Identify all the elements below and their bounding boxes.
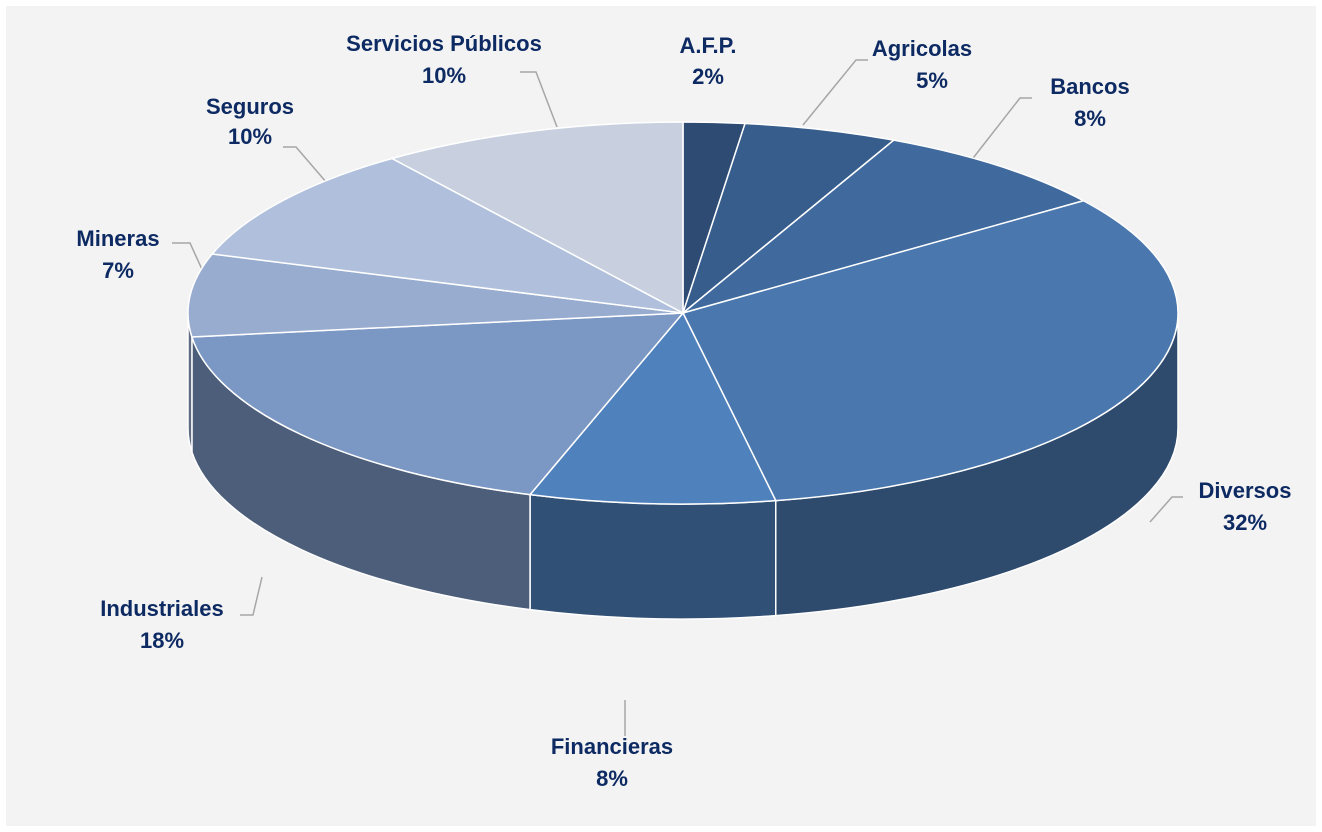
pie-slice (681, 122, 896, 316)
leader-line (969, 97, 1032, 163)
category-label: Diversos (1199, 478, 1292, 503)
category-label: Seguros (206, 94, 294, 119)
value-label: 8% (596, 766, 628, 791)
leader-line (802, 59, 868, 126)
value-label: 32% (1223, 510, 1267, 535)
pie-slice (682, 139, 1086, 314)
category-label: Financieras (551, 734, 673, 759)
value-label: 10% (228, 124, 272, 149)
leader-line (240, 576, 263, 616)
value-label: 2% (692, 64, 724, 89)
leader-line (1149, 496, 1183, 523)
value-label: 10% (422, 63, 466, 88)
leader-line (520, 71, 558, 128)
pie-slice (681, 199, 1179, 502)
category-label: Bancos (1050, 74, 1129, 99)
category-label: Agricolas (872, 36, 972, 61)
category-label: Industriales (100, 596, 223, 621)
category-label: Servicios Públicos (346, 31, 542, 56)
value-label: 5% (916, 68, 948, 93)
value-label: 18% (140, 628, 184, 653)
pie-tops (187, 121, 1179, 505)
pie-slice (210, 157, 684, 314)
value-label: 7% (102, 258, 134, 283)
value-label: 8% (1074, 106, 1106, 131)
data-labels: A.F.P. 2% Agricolas 5% Bancos 8% Diversos 32% Fi… (76, 31, 1291, 791)
pie-slice (190, 312, 685, 496)
pie-slice (390, 121, 684, 315)
pie-sides (187, 312, 1179, 620)
category-label: Mineras (76, 226, 159, 251)
leader-line (283, 146, 334, 191)
category-label: A.F.P. (679, 33, 736, 58)
pie-side (529, 493, 777, 620)
pie-slice (187, 253, 684, 338)
pie-slice (528, 311, 777, 505)
